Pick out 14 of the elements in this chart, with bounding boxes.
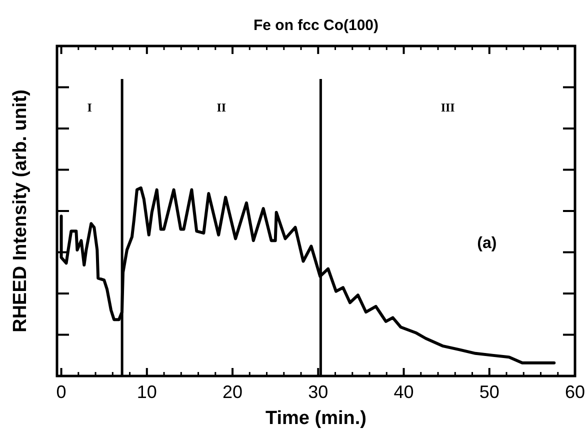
x-tick-label: 30: [308, 382, 328, 402]
text: II: [216, 100, 226, 114]
x-axis-title: Time (min.): [266, 408, 366, 429]
y-axis-title: RHEED Intensity (arb. unit): [10, 90, 31, 332]
x-tick-label: 40: [394, 382, 414, 402]
x-tick-label: 10: [136, 382, 157, 402]
text: III: [440, 100, 456, 114]
chart-title: Fe on fcc Co(100): [253, 17, 379, 34]
text: I: [87, 100, 92, 114]
x-tick-label: 20: [222, 382, 243, 402]
x-tick-label: 60: [564, 382, 586, 402]
annotation: (a): [477, 235, 497, 252]
x-tick-label: 0: [56, 382, 66, 402]
x-tick-label: 50: [479, 382, 500, 402]
